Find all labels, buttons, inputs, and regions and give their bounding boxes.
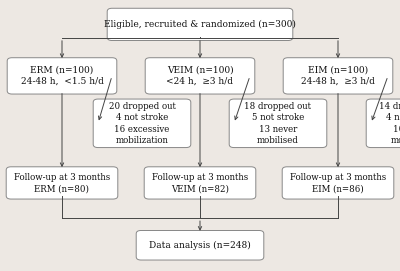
- FancyBboxPatch shape: [6, 167, 118, 199]
- FancyBboxPatch shape: [7, 58, 117, 94]
- FancyBboxPatch shape: [229, 99, 327, 147]
- Text: 20 dropped out
4 not stroke
16 excessive
mobilization: 20 dropped out 4 not stroke 16 excessive…: [108, 102, 176, 145]
- Text: Follow-up at 3 months
ERM (n=80): Follow-up at 3 months ERM (n=80): [14, 173, 110, 193]
- Text: EIM (n=100)
24-48 h,  ≥3 h/d: EIM (n=100) 24-48 h, ≥3 h/d: [301, 66, 375, 86]
- FancyBboxPatch shape: [144, 167, 256, 199]
- FancyBboxPatch shape: [283, 58, 393, 94]
- FancyBboxPatch shape: [136, 230, 264, 260]
- FancyBboxPatch shape: [282, 167, 394, 199]
- FancyBboxPatch shape: [107, 8, 293, 40]
- Text: Follow-up at 3 months
VEIM (n=82): Follow-up at 3 months VEIM (n=82): [152, 173, 248, 193]
- Text: 18 dropped out
5 not stroke
13 never
mobilised: 18 dropped out 5 not stroke 13 never mob…: [244, 102, 312, 145]
- Text: Eligible, recruited & randomized (n=300): Eligible, recruited & randomized (n=300): [104, 20, 296, 29]
- Text: Follow-up at 3 months
EIM (n=86): Follow-up at 3 months EIM (n=86): [290, 173, 386, 193]
- FancyBboxPatch shape: [145, 58, 255, 94]
- Text: ERM (n=100)
24-48 h,  <1.5 h/d: ERM (n=100) 24-48 h, <1.5 h/d: [20, 66, 104, 86]
- FancyBboxPatch shape: [93, 99, 191, 147]
- Text: 14 dropped out
4 not stroke
10 never
mobilised: 14 dropped out 4 not stroke 10 never mob…: [378, 102, 400, 145]
- Text: VEIM (n=100)
<24 h,  ≥3 h/d: VEIM (n=100) <24 h, ≥3 h/d: [166, 66, 234, 86]
- FancyBboxPatch shape: [366, 99, 400, 147]
- Text: Data analysis (n=248): Data analysis (n=248): [149, 241, 251, 250]
